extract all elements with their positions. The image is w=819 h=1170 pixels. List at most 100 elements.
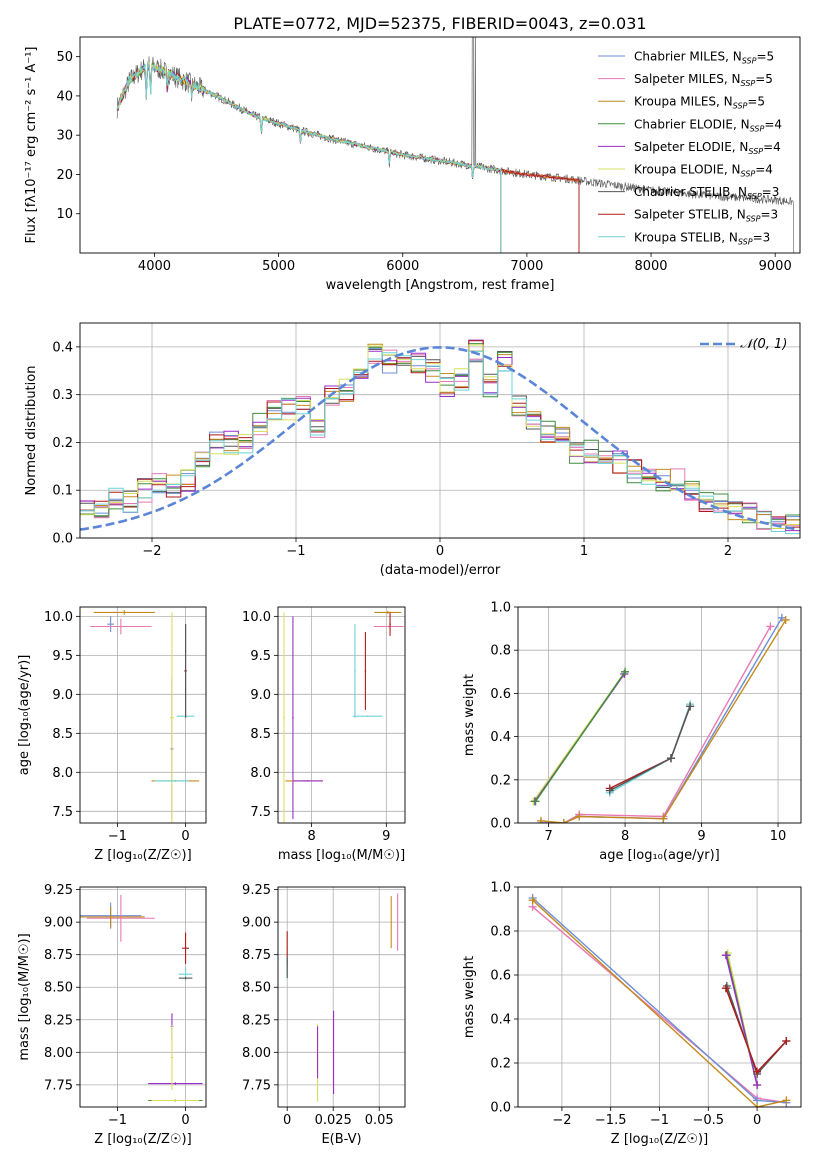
panel-mass-vs-z: −1 0 7.75 8.00 8.25 8.50 8.75 9.00 9.25 Z [log₁₀(…	[17, 883, 207, 1147]
y-tick-label: 7.5	[52, 805, 73, 820]
data-point-marker	[721, 951, 730, 960]
y-tick-label: 0.1	[52, 484, 73, 499]
data-point-marker	[753, 1103, 762, 1107]
histogram-8	[80, 350, 800, 535]
weight-line-4	[725, 955, 758, 1086]
legend-label-text: Chabrier STELIB, N	[634, 185, 747, 199]
plot-area	[90, 610, 200, 823]
x-tick-label: 1	[580, 544, 588, 559]
x-axis-label: Z [log₁₀(Z/Z☉)]	[611, 1132, 708, 1147]
x-tick-label: 9	[697, 829, 705, 844]
x-tick-label: −2	[142, 544, 161, 559]
x-axis-label: wavelength [Angstrom, rest frame]	[326, 278, 555, 293]
x-axis-label: Z [log₁₀(Z/Z☉)]	[94, 1132, 191, 1147]
x-tick-label: 0.025	[315, 1113, 352, 1128]
x-tick-label: 8000	[634, 259, 667, 274]
y-tick-label: 0.0	[490, 1101, 511, 1116]
data-point-marker	[605, 786, 614, 795]
legend-label-text: Kroupa STELIB, N	[634, 230, 738, 244]
weight-line-7	[609, 706, 691, 790]
data-point-marker	[782, 1037, 791, 1045]
legend-label-n: =5	[755, 72, 773, 86]
legend-label: Salpeter MILES, NSSP=5	[634, 72, 773, 88]
legend-label-n: =4	[755, 163, 773, 177]
legend-label-sub: SSP	[748, 147, 763, 156]
x-tick-label: −1	[286, 544, 305, 559]
y-tick-label: 0.3	[52, 388, 73, 403]
x-tick-label: 0	[181, 829, 189, 844]
legend-label-n: =5	[747, 95, 765, 109]
y-tick-label: 9.25	[242, 883, 271, 898]
data-point-marker	[686, 702, 695, 711]
y-tick-label: 10	[56, 207, 73, 222]
axes-frame	[79, 36, 801, 254]
legend-label-text: Salpeter STELIB, N	[634, 208, 746, 222]
y-tick-label: 0.4	[490, 1013, 511, 1028]
y-tick-label: 1.0	[490, 881, 511, 896]
legend-label: Kroupa MILES, NSSP=5	[634, 95, 765, 111]
weight-line-6	[609, 706, 691, 792]
legend-label-sub: SSP	[747, 192, 762, 201]
x-tick-label: 4000	[138, 259, 171, 274]
y-tick-label: 8.00	[242, 1046, 271, 1061]
weight-line-1	[540, 626, 772, 823]
y-axis-label: Flux [fλ10⁻¹⁷ erg cm⁻² s⁻¹ A⁻¹]	[24, 47, 39, 244]
plot-area	[80, 894, 203, 1102]
y-axis-label: mass [log₁₀(M/M☉)]	[17, 933, 32, 1060]
y-tick-label: 50	[56, 50, 73, 65]
axes-frame	[517, 606, 802, 824]
legend-label: Kroupa STELIB, NSSP=3	[634, 230, 770, 246]
y-tick-label: 7.75	[44, 1078, 73, 1093]
x-tick-label: 0	[283, 1113, 291, 1128]
data-point-marker	[528, 896, 537, 905]
data-point-marker	[575, 812, 584, 821]
y-tick-label: 9.00	[242, 916, 271, 931]
panel-residuals: −2 −1 0 1 2 0.0 0.1 0.2 0.3 0.4 (data-model)/error…	[24, 322, 801, 578]
spectrum-line-5	[116, 61, 502, 253]
data-point-marker	[782, 1096, 791, 1105]
weight-line-0	[540, 617, 783, 823]
legend-label: Chabrier STELIB, NSSP=3	[634, 185, 779, 201]
legend-label-n: =3	[760, 208, 778, 222]
y-tick-label: 9.5	[250, 649, 271, 664]
y-tick-label: 0.4	[490, 730, 511, 745]
y-tick-label: 8.50	[242, 981, 271, 996]
data-point-marker	[753, 1081, 762, 1089]
data-point-marker	[531, 797, 540, 806]
y-tick-label: 9.0	[52, 688, 73, 703]
y-tick-label: 10.0	[44, 610, 73, 625]
x-tick-label: 8	[621, 829, 629, 844]
x-axis-label: E(B-V)	[321, 1132, 361, 1147]
plot-area	[116, 37, 795, 253]
y-tick-label: 0.4	[52, 340, 73, 355]
x-tick-label: −2	[552, 1113, 571, 1128]
y-axis-label: mass weight	[462, 674, 477, 756]
y-tick-label: 0.8	[490, 644, 511, 659]
y-tick-label: 8.0	[52, 766, 73, 781]
spectrum-line-0	[116, 64, 580, 253]
y-tick-label: 9.5	[52, 649, 73, 664]
spectrum-line-7	[117, 64, 580, 253]
y-tick-label: 0.8	[490, 925, 511, 940]
y-tick-label: 8.00	[44, 1046, 73, 1061]
figure-title: PLATE=0772, MJD=52375, FIBERID=0043, z=0…	[233, 14, 646, 33]
data-point-marker	[721, 984, 730, 993]
weight-line-7	[725, 987, 787, 1074]
data-point-marker	[621, 667, 630, 676]
legend-label: Salpeter STELIB, NSSP=3	[634, 208, 778, 224]
data-point-marker	[659, 814, 668, 823]
y-tick-label: 0.6	[490, 969, 511, 984]
panel-weight-vs-z: −2 −1.5 −1 −0.5 0 0.0 0.2 0.4 0.6 0.8 1.0 Z [log₁₀(…	[462, 881, 802, 1147]
y-tick-label: 0.2	[490, 1057, 511, 1072]
x-tick-label: 0	[181, 1113, 189, 1128]
x-tick-label: 2	[724, 544, 732, 559]
legend-label-n: =4	[763, 140, 781, 154]
x-axis-label: Z [log₁₀(Z/Z☉)]	[94, 848, 191, 863]
x-axis-label: (data-model)/error	[380, 563, 501, 578]
axes-frame	[79, 886, 207, 1108]
spectrum-line-8	[116, 61, 502, 253]
y-tick-label: 8.75	[44, 948, 73, 963]
legend-label-sub: SSP	[741, 170, 756, 179]
y-tick-label: 9.00	[44, 916, 73, 931]
